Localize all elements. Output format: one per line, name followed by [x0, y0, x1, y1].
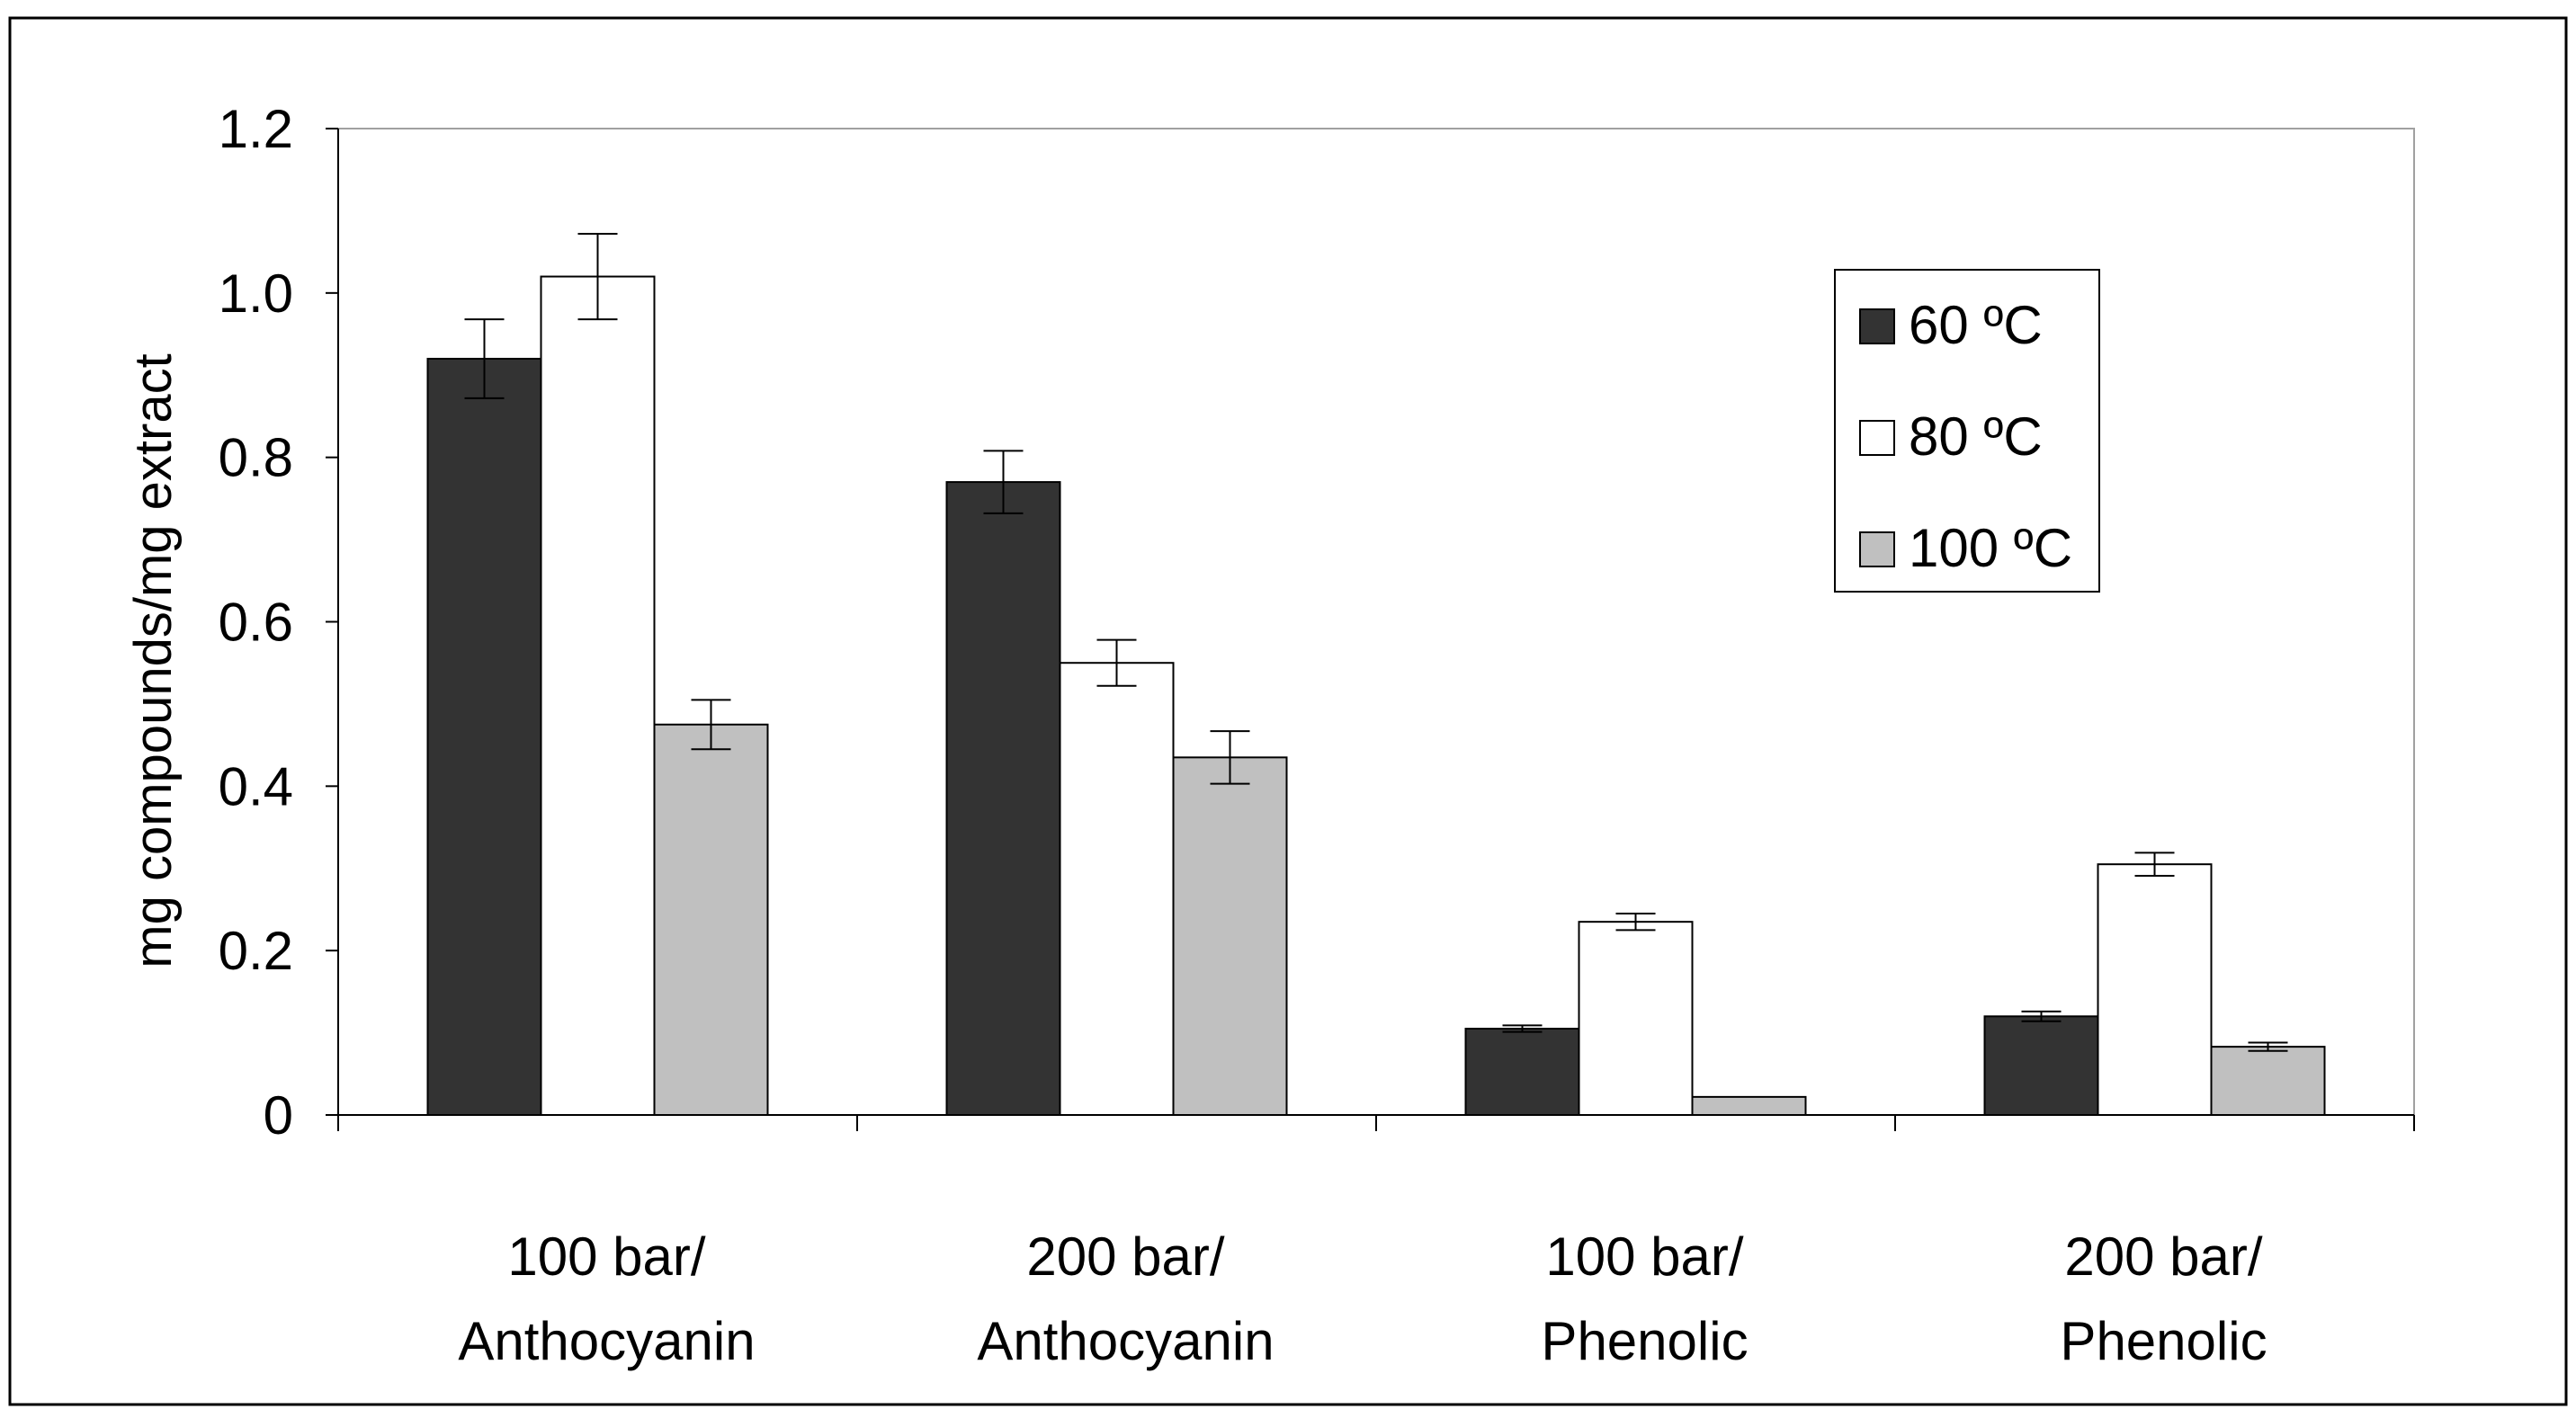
x-category-label: Phenolic — [1541, 1311, 1748, 1371]
y-axis-title: mg compounds/mg extract — [124, 353, 183, 968]
y-tick-label: 0.8 — [219, 428, 293, 488]
y-tick-label: 0.4 — [219, 756, 293, 816]
legend-label: 100 ºC — [1909, 518, 2072, 578]
y-tick-label: 0.6 — [219, 593, 293, 653]
bar — [2210, 1046, 2326, 1116]
error-bar — [577, 233, 618, 321]
x-category-label: Anthocyanin — [977, 1311, 1274, 1371]
legend-swatch — [1859, 308, 1895, 344]
error-bar — [1615, 913, 1656, 932]
legend-label: 80 ºC — [1909, 406, 2043, 467]
bar — [1464, 1028, 1580, 1116]
x-category-label: 100 bar/ — [507, 1226, 705, 1287]
error-bar — [1502, 1024, 1543, 1033]
error-bar — [2134, 852, 2175, 877]
y-tick-label: 1.0 — [219, 263, 293, 324]
x-category-label: Anthocyanin — [458, 1311, 755, 1371]
error-bar — [1210, 730, 1250, 785]
x-category-label: Phenolic — [2060, 1311, 2267, 1371]
bar — [945, 481, 1061, 1116]
x-category-label: 200 bar/ — [2064, 1226, 2262, 1287]
bar — [540, 275, 656, 1116]
error-bar — [2248, 1041, 2288, 1052]
error-bar — [1096, 638, 1137, 687]
error-bar — [983, 450, 1024, 514]
bar — [653, 723, 769, 1116]
error-bar — [2021, 1010, 2062, 1022]
bar — [1059, 662, 1175, 1116]
bar — [2097, 863, 2213, 1116]
y-tick-label: 0.2 — [219, 921, 293, 981]
bar — [1691, 1095, 1807, 1116]
bars-layer — [426, 233, 2326, 1117]
y-tick-label: 1.2 — [219, 99, 293, 159]
bar — [1983, 1015, 2099, 1117]
x-category-label: 100 bar/ — [1545, 1226, 1743, 1287]
legend-swatch — [1859, 531, 1895, 567]
bar — [1172, 756, 1288, 1117]
error-bar — [691, 699, 731, 751]
y-tick-label: 0 — [264, 1085, 293, 1146]
error-bar — [464, 318, 505, 399]
x-category-label: 200 bar/ — [1026, 1226, 1224, 1287]
bar — [1578, 921, 1694, 1116]
legend: 60 ºC 80 ºC 100 ºC — [1834, 269, 2100, 593]
legend-label: 60 ºC — [1909, 295, 2043, 355]
legend-swatch — [1859, 420, 1895, 456]
bar — [426, 357, 542, 1116]
axes-layer: 0 0.2 0.4 0.6 0.8 1.0 1.2 100 bar/Anthocyanin 20… — [219, 99, 2415, 1371]
